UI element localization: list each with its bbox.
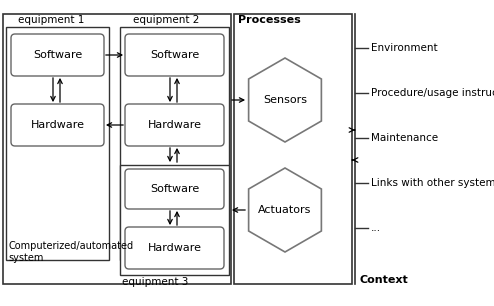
- Bar: [6, 27, 109, 260]
- Text: Actuators: Actuators: [258, 205, 312, 215]
- Text: Software: Software: [150, 184, 199, 194]
- Text: Hardware: Hardware: [31, 120, 84, 130]
- Text: Links with other systems: Links with other systems: [371, 178, 494, 188]
- Bar: [234, 14, 352, 284]
- Text: equipment 2: equipment 2: [133, 15, 200, 25]
- Bar: [120, 165, 229, 275]
- FancyBboxPatch shape: [125, 104, 224, 146]
- Text: Hardware: Hardware: [148, 120, 202, 130]
- Text: Sensors: Sensors: [263, 95, 307, 105]
- Text: equipment 1: equipment 1: [18, 15, 84, 25]
- Bar: [120, 27, 229, 260]
- FancyBboxPatch shape: [125, 34, 224, 76]
- Polygon shape: [248, 58, 322, 142]
- Text: Environment: Environment: [371, 43, 438, 53]
- Text: Procedure/usage instruction: Procedure/usage instruction: [371, 88, 494, 98]
- Text: Hardware: Hardware: [148, 243, 202, 253]
- FancyBboxPatch shape: [125, 169, 224, 209]
- Text: equipment 3: equipment 3: [122, 277, 188, 287]
- Text: Processes: Processes: [238, 15, 301, 25]
- Text: ...: ...: [371, 223, 381, 233]
- Text: Context: Context: [359, 275, 408, 285]
- Text: Maintenance: Maintenance: [371, 133, 438, 143]
- FancyBboxPatch shape: [11, 34, 104, 76]
- Polygon shape: [248, 168, 322, 252]
- FancyBboxPatch shape: [11, 104, 104, 146]
- Text: Software: Software: [150, 50, 199, 60]
- Text: Computerized/automated
system: Computerized/automated system: [8, 241, 133, 263]
- FancyBboxPatch shape: [125, 227, 224, 269]
- Text: Software: Software: [33, 50, 82, 60]
- Bar: [3, 14, 231, 284]
